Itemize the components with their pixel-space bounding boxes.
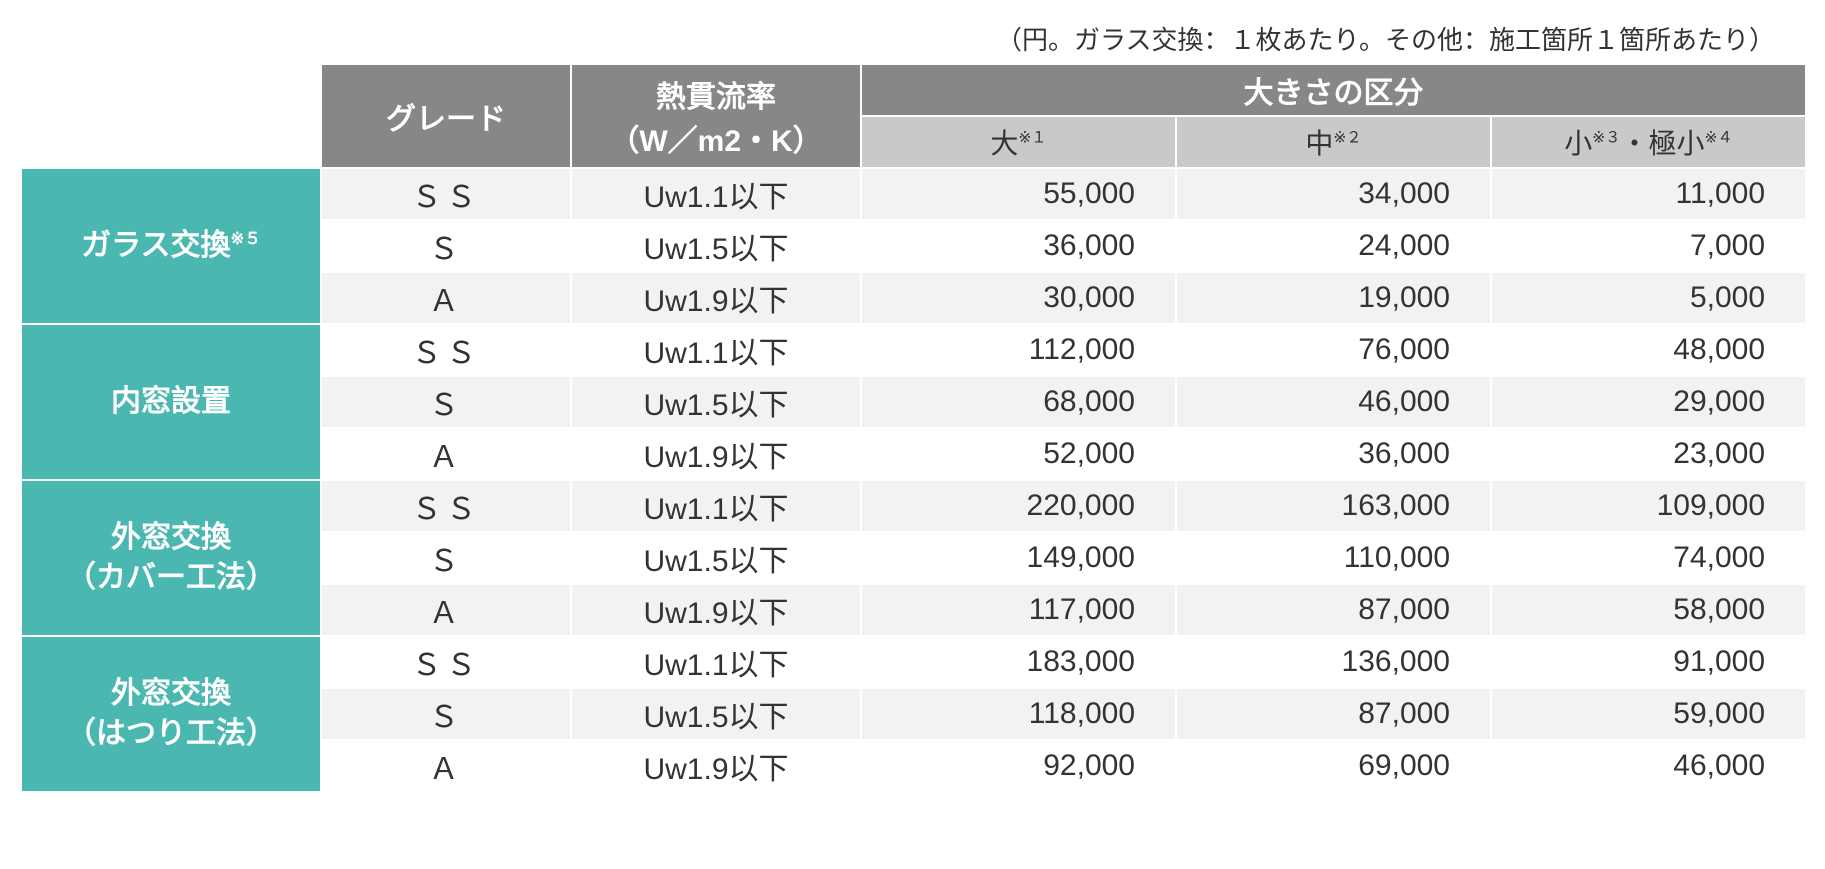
cell-mid: 24,000 <box>1176 220 1491 272</box>
table-row: 外窓交換（はつり工法）ＳＳUw1.1以下183,000136,00091,000 <box>21 636 1806 688</box>
row-category-line: 内窓設置 <box>111 385 231 418</box>
header-size-small-b: 極小 <box>1649 128 1705 159</box>
header-size-group: 大きさの区分 <box>861 64 1806 116</box>
pricing-table: グレード 熱貫流率 （W／m2・K） 大きさの区分 大※１ 中※２ 小※３・極小… <box>20 63 1807 793</box>
cell-grade: Ｓ <box>321 532 571 584</box>
cell-grade: Ａ <box>321 272 571 324</box>
cell-uvalue: Uw1.1以下 <box>571 324 861 376</box>
header-size-large: 大※１ <box>861 116 1176 168</box>
header-size-small-note-a: ※３ <box>1592 130 1620 147</box>
cell-uvalue: Uw1.1以下 <box>571 168 861 220</box>
cell-mid: 46,000 <box>1176 376 1491 428</box>
header-blank <box>21 64 321 168</box>
cell-small: 46,000 <box>1491 740 1806 792</box>
cell-large: 117,000 <box>861 584 1176 636</box>
table-row: 外窓交換（カバー工法）ＳＳUw1.1以下220,000163,000109,00… <box>21 480 1806 532</box>
header-size-small-a: 小 <box>1564 128 1592 159</box>
cell-mid: 110,000 <box>1176 532 1491 584</box>
cell-large: 183,000 <box>861 636 1176 688</box>
cell-small: 91,000 <box>1491 636 1806 688</box>
cell-uvalue: Uw1.9以下 <box>571 740 861 792</box>
cell-large: 68,000 <box>861 376 1176 428</box>
cell-grade: ＳＳ <box>321 480 571 532</box>
header-uvalue: 熱貫流率 （W／m2・K） <box>571 64 861 168</box>
header-size-small-sep: ・ <box>1621 128 1649 159</box>
cell-small: 5,000 <box>1491 272 1806 324</box>
cell-large: 220,000 <box>861 480 1176 532</box>
table-caption: （円。ガラス交換：１枚あたり。その他：施工箇所１箇所あたり） <box>20 20 1775 57</box>
header-grade: グレード <box>321 64 571 168</box>
cell-uvalue: Uw1.5以下 <box>571 376 861 428</box>
cell-small: 48,000 <box>1491 324 1806 376</box>
cell-mid: 163,000 <box>1176 480 1491 532</box>
cell-large: 55,000 <box>861 168 1176 220</box>
cell-large: 149,000 <box>861 532 1176 584</box>
cell-mid: 136,000 <box>1176 636 1491 688</box>
cell-grade: Ｓ <box>321 688 571 740</box>
cell-uvalue: Uw1.5以下 <box>571 220 861 272</box>
header-size-small-note-b: ※４ <box>1705 130 1733 147</box>
cell-uvalue: Uw1.9以下 <box>571 584 861 636</box>
cell-large: 92,000 <box>861 740 1176 792</box>
header-size-large-note: ※１ <box>1018 130 1046 147</box>
cell-grade: ＳＳ <box>321 636 571 688</box>
table-row: ガラス交換※５ＳＳUw1.1以下55,00034,00011,000 <box>21 168 1806 220</box>
table-row: 内窓設置ＳＳUw1.1以下112,00076,00048,000 <box>21 324 1806 376</box>
cell-large: 112,000 <box>861 324 1176 376</box>
cell-large: 118,000 <box>861 688 1176 740</box>
cell-uvalue: Uw1.5以下 <box>571 688 861 740</box>
cell-small: 29,000 <box>1491 376 1806 428</box>
row-category: 外窓交換 （はつり工法） <box>21 636 321 792</box>
cell-grade: Ａ <box>321 584 571 636</box>
row-category-line: （カバー工法） <box>66 561 276 594</box>
cell-large: 36,000 <box>861 220 1176 272</box>
header-size-small: 小※３・極小※４ <box>1491 116 1806 168</box>
row-category-line: 外窓交換 <box>111 521 231 554</box>
cell-grade: Ａ <box>321 740 571 792</box>
row-category-note: ※５ <box>231 230 261 248</box>
cell-grade: Ｓ <box>321 220 571 272</box>
cell-mid: 36,000 <box>1176 428 1491 480</box>
cell-small: 59,000 <box>1491 688 1806 740</box>
cell-mid: 76,000 <box>1176 324 1491 376</box>
cell-grade: Ｓ <box>321 376 571 428</box>
cell-small: 74,000 <box>1491 532 1806 584</box>
cell-large: 52,000 <box>861 428 1176 480</box>
cell-small: 11,000 <box>1491 168 1806 220</box>
cell-mid: 87,000 <box>1176 584 1491 636</box>
cell-grade: ＳＳ <box>321 168 571 220</box>
row-category-line: （はつり工法） <box>66 717 276 750</box>
cell-grade: ＳＳ <box>321 324 571 376</box>
row-category-line: ガラス交換 <box>81 229 230 262</box>
row-category-line: 外窓交換 <box>111 677 231 710</box>
header-size-large-base: 大 <box>990 128 1018 159</box>
cell-uvalue: Uw1.1以下 <box>571 480 861 532</box>
cell-mid: 87,000 <box>1176 688 1491 740</box>
header-size-mid: 中※２ <box>1176 116 1491 168</box>
cell-large: 30,000 <box>861 272 1176 324</box>
cell-mid: 34,000 <box>1176 168 1491 220</box>
cell-small: 7,000 <box>1491 220 1806 272</box>
header-uvalue-l2: （W／m2・K） <box>609 125 822 158</box>
row-category: ガラス交換※５ <box>21 168 321 324</box>
cell-uvalue: Uw1.1以下 <box>571 636 861 688</box>
cell-mid: 69,000 <box>1176 740 1491 792</box>
row-category: 内窓設置 <box>21 324 321 480</box>
row-category: 外窓交換 （カバー工法） <box>21 480 321 636</box>
cell-small: 23,000 <box>1491 428 1806 480</box>
cell-uvalue: Uw1.9以下 <box>571 428 861 480</box>
header-size-mid-base: 中 <box>1305 128 1333 159</box>
header-uvalue-l1: 熱貫流率 <box>656 81 776 114</box>
cell-grade: Ａ <box>321 428 571 480</box>
cell-uvalue: Uw1.5以下 <box>571 532 861 584</box>
header-size-mid-note: ※２ <box>1333 130 1361 147</box>
cell-uvalue: Uw1.9以下 <box>571 272 861 324</box>
cell-mid: 19,000 <box>1176 272 1491 324</box>
cell-small: 58,000 <box>1491 584 1806 636</box>
cell-small: 109,000 <box>1491 480 1806 532</box>
